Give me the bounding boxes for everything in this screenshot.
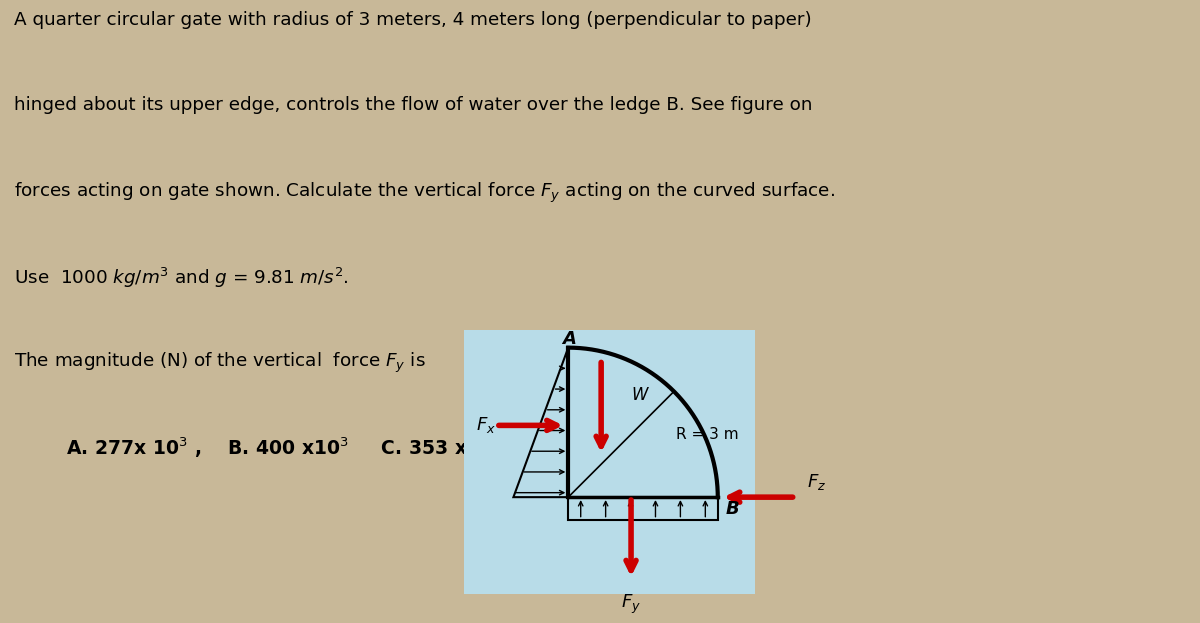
Text: hinged about its upper edge, controls the flow of water over the ledge B. See fi: hinged about its upper edge, controls th…: [14, 96, 812, 114]
Polygon shape: [569, 497, 718, 520]
Polygon shape: [442, 330, 755, 594]
Text: Use  1000 $kg/m^3$ and $g$ = 9.81 $m/s^2$.: Use 1000 $kg/m^3$ and $g$ = 9.81 $m/s^2$…: [14, 265, 349, 290]
Text: $F_y$: $F_y$: [622, 593, 641, 616]
Text: $F_z$: $F_z$: [808, 472, 827, 492]
Text: A. 277x 10$^3$ ,    B. 400 x10$^3$     C. 353 x10$^3$   D. $\it{none\ of\ the\ a: A. 277x 10$^3$ , B. 400 x10$^3$ C. 353 x…: [14, 435, 724, 460]
Text: A quarter circular gate with radius of 3 meters, 4 meters long (perpendicular to: A quarter circular gate with radius of 3…: [14, 11, 812, 29]
Text: R = 3 m: R = 3 m: [676, 427, 738, 442]
Text: A: A: [563, 330, 576, 348]
Text: W: W: [631, 386, 648, 404]
Text: The magnitude (N) of the vertical  force $F_y$ is: The magnitude (N) of the vertical force …: [14, 351, 426, 374]
Text: B: B: [726, 500, 739, 518]
Text: forces acting on gate shown. Calculate the vertical force $F_y$ acting on the cu: forces acting on gate shown. Calculate t…: [14, 181, 835, 205]
Text: $F_x$: $F_x$: [476, 416, 496, 435]
